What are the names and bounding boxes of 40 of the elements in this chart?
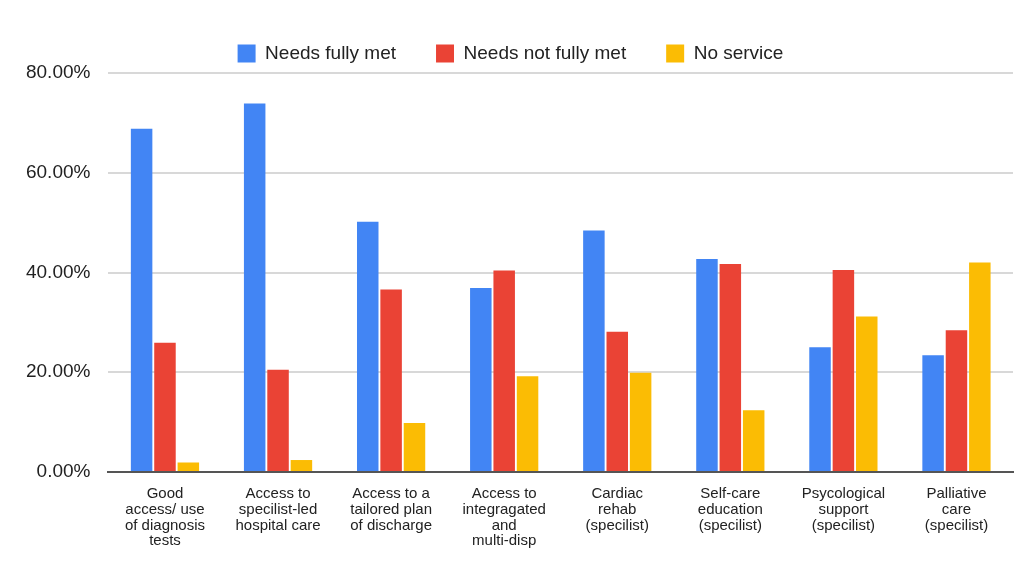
legend-label: No service bbox=[693, 41, 784, 63]
y-tick-label: 0.00% bbox=[36, 460, 91, 482]
bar bbox=[470, 287, 492, 471]
bar bbox=[832, 270, 855, 471]
bar bbox=[742, 410, 765, 471]
bar bbox=[969, 262, 991, 471]
bar bbox=[856, 316, 878, 471]
bar bbox=[177, 462, 200, 471]
y-tick-label: 60.00% bbox=[25, 160, 91, 182]
bar bbox=[357, 221, 379, 471]
bar bbox=[583, 230, 605, 471]
y-tick-label: 80.00% bbox=[25, 61, 91, 83]
bar bbox=[696, 259, 718, 471]
x-tick-label: Palliative care (specilist) bbox=[924, 484, 989, 533]
legend-label: Needs fully met bbox=[265, 41, 397, 63]
x-tick-label: Cardiac rehab (specilist) bbox=[585, 484, 649, 533]
bar bbox=[130, 128, 153, 471]
bar bbox=[290, 460, 313, 471]
x-tick-label: Access to integragated and multi-disp bbox=[462, 484, 546, 549]
legend-label: Needs not fully met bbox=[463, 41, 627, 63]
bar bbox=[922, 355, 944, 471]
bar bbox=[380, 289, 402, 471]
bar bbox=[403, 423, 426, 471]
bar bbox=[493, 270, 515, 471]
bar bbox=[516, 376, 539, 471]
y-tick-label: 20.00% bbox=[25, 360, 91, 382]
x-tick-label: Psycological support (specilist) bbox=[801, 484, 886, 533]
x-tick-label: Good access/ use of diagnosis tests bbox=[124, 484, 206, 549]
bar bbox=[945, 330, 968, 471]
bar bbox=[719, 264, 742, 471]
x-tick-label: Access to a tailored plan of discharge bbox=[350, 484, 432, 533]
bar bbox=[267, 369, 289, 471]
x-tick-label: Self-care education (specilist) bbox=[697, 484, 763, 533]
bar bbox=[154, 342, 176, 471]
bar bbox=[243, 103, 266, 471]
x-tick-label: Access to specilist-led hospital care bbox=[235, 484, 321, 533]
bar bbox=[809, 347, 831, 471]
y-tick-label: 40.00% bbox=[25, 260, 91, 282]
bar bbox=[606, 331, 628, 471]
bar bbox=[629, 372, 652, 471]
